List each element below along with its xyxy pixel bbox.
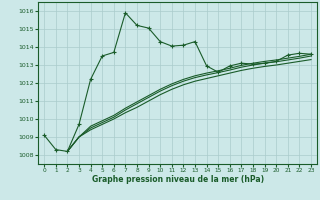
X-axis label: Graphe pression niveau de la mer (hPa): Graphe pression niveau de la mer (hPa) (92, 175, 264, 184)
